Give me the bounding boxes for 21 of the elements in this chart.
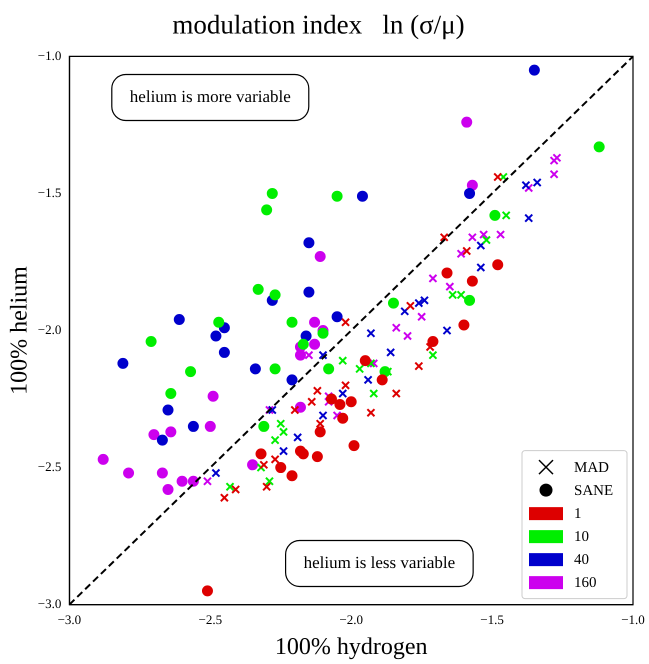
legend-label: 40 xyxy=(574,552,589,568)
y-tick-label: −1.5 xyxy=(38,184,62,200)
x-tick-label: −2.0 xyxy=(339,612,363,627)
annotation: helium is less variable xyxy=(304,552,456,572)
y-axis-title: 100% helium xyxy=(6,266,33,395)
annotation: helium is more variable xyxy=(130,86,291,106)
x-axis-title: 100% hydrogen xyxy=(274,634,428,660)
legend-label: 10 xyxy=(574,529,589,546)
x-tick-label: −3.0 xyxy=(58,612,82,627)
y-tick-label: −2.5 xyxy=(38,458,62,474)
x-tick-label: −2.5 xyxy=(198,612,222,627)
chart-title: modulation index ln (σ/μ) xyxy=(172,9,465,40)
legend-label: 1 xyxy=(574,506,582,522)
legend-label: MAD xyxy=(574,460,610,476)
x-tick-label: −1.5 xyxy=(480,612,504,627)
y-tick-label: −2.0 xyxy=(38,322,62,337)
legend-label: SANE xyxy=(574,483,614,500)
y-tick-label: −1.0 xyxy=(38,48,62,63)
legend-label: 160 xyxy=(574,575,596,592)
x-tick-label: −1.0 xyxy=(621,612,645,627)
y-tick-label: −3.0 xyxy=(38,596,62,612)
